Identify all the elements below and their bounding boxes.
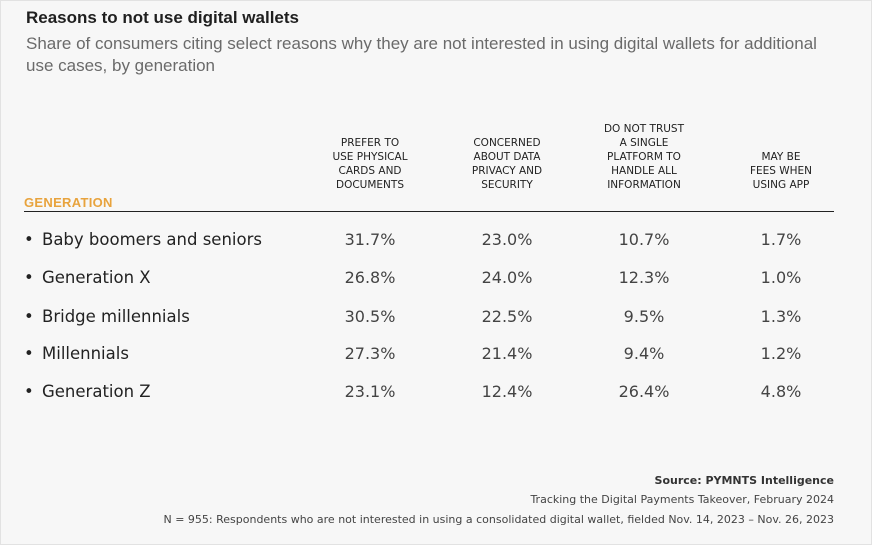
table-cell: 31.7% — [344, 230, 396, 249]
table-cell: 26.8% — [344, 268, 396, 287]
row-label: • Baby boomers and seniors — [24, 230, 262, 249]
table-cell: 30.5% — [344, 307, 396, 326]
table-cell: 10.7% — [618, 230, 670, 249]
row-label: • Bridge millennials — [24, 307, 190, 326]
table-cell: 26.4% — [618, 382, 670, 401]
table-cell: 24.0% — [481, 268, 533, 287]
table-cell: 12.3% — [618, 268, 670, 287]
table-row: • Generation X 26.8% 24.0% 12.3% 1.0% — [0, 268, 872, 292]
table-cell: 9.4% — [623, 344, 665, 363]
table-cell: 21.4% — [481, 344, 533, 363]
table-cell: 23.0% — [481, 230, 533, 249]
sample-note: N = 955: Respondents who are not interes… — [163, 513, 834, 526]
source-note: Source: PYMNTS Intelligence — [654, 474, 834, 487]
column-header-data-privacy: CONCERNED ABOUT DATA PRIVACY AND SECURIT… — [471, 137, 543, 191]
chart-subtitle: Share of consumers citing select reasons… — [26, 34, 817, 75]
table-cell: 1.0% — [760, 268, 802, 287]
bullet-icon: • — [24, 382, 34, 401]
bullet-icon: • — [24, 307, 34, 326]
generation-name: Millennials — [42, 344, 129, 363]
table-cell: 1.2% — [760, 344, 802, 363]
bullet-icon: • — [24, 268, 34, 287]
chart-title: Reasons to not use digital wallets — [26, 8, 299, 27]
table-cell: 12.4% — [481, 382, 533, 401]
row-label: • Generation X — [24, 268, 151, 287]
row-label: • Millennials — [24, 344, 129, 363]
bullet-icon: • — [24, 230, 34, 249]
table-row: • Bridge millennials 30.5% 22.5% 9.5% 1.3… — [0, 307, 872, 331]
bullet-icon: • — [24, 344, 34, 363]
generation-name: Generation Z — [42, 382, 151, 401]
table-cell: 27.3% — [344, 344, 396, 363]
table-cell: 23.1% — [344, 382, 396, 401]
table-cell: 1.3% — [760, 307, 802, 326]
table-cell: 22.5% — [481, 307, 533, 326]
row-header-generation: GENERATION — [24, 195, 113, 210]
header-divider — [24, 211, 834, 212]
table-cell: 4.8% — [760, 382, 802, 401]
generation-name: Bridge millennials — [42, 307, 190, 326]
table-row: • Baby boomers and seniors 31.7% 23.0% 10… — [0, 230, 872, 254]
column-header-fees: MAY BE FEES WHEN USING APP — [749, 151, 813, 191]
table-cell: 9.5% — [623, 307, 665, 326]
row-label: • Generation Z — [24, 382, 151, 401]
generation-name: Baby boomers and seniors — [42, 230, 262, 249]
report-name: Tracking the Digital Payments Takeover, … — [530, 493, 834, 506]
generation-name: Generation X — [42, 268, 151, 287]
table-cell: 1.7% — [760, 230, 802, 249]
column-header-physical-cards: PREFER TO USE PHYSICAL CARDS AND DOCUMEN… — [332, 137, 408, 191]
table-row: • Generation Z 23.1% 12.4% 26.4% 4.8% — [0, 382, 872, 406]
column-header-single-platform: DO NOT TRUST A SINGLE PLATFORM TO HANDLE… — [603, 123, 685, 191]
table-row: • Millennials 27.3% 21.4% 9.4% 1.2% — [0, 344, 872, 368]
